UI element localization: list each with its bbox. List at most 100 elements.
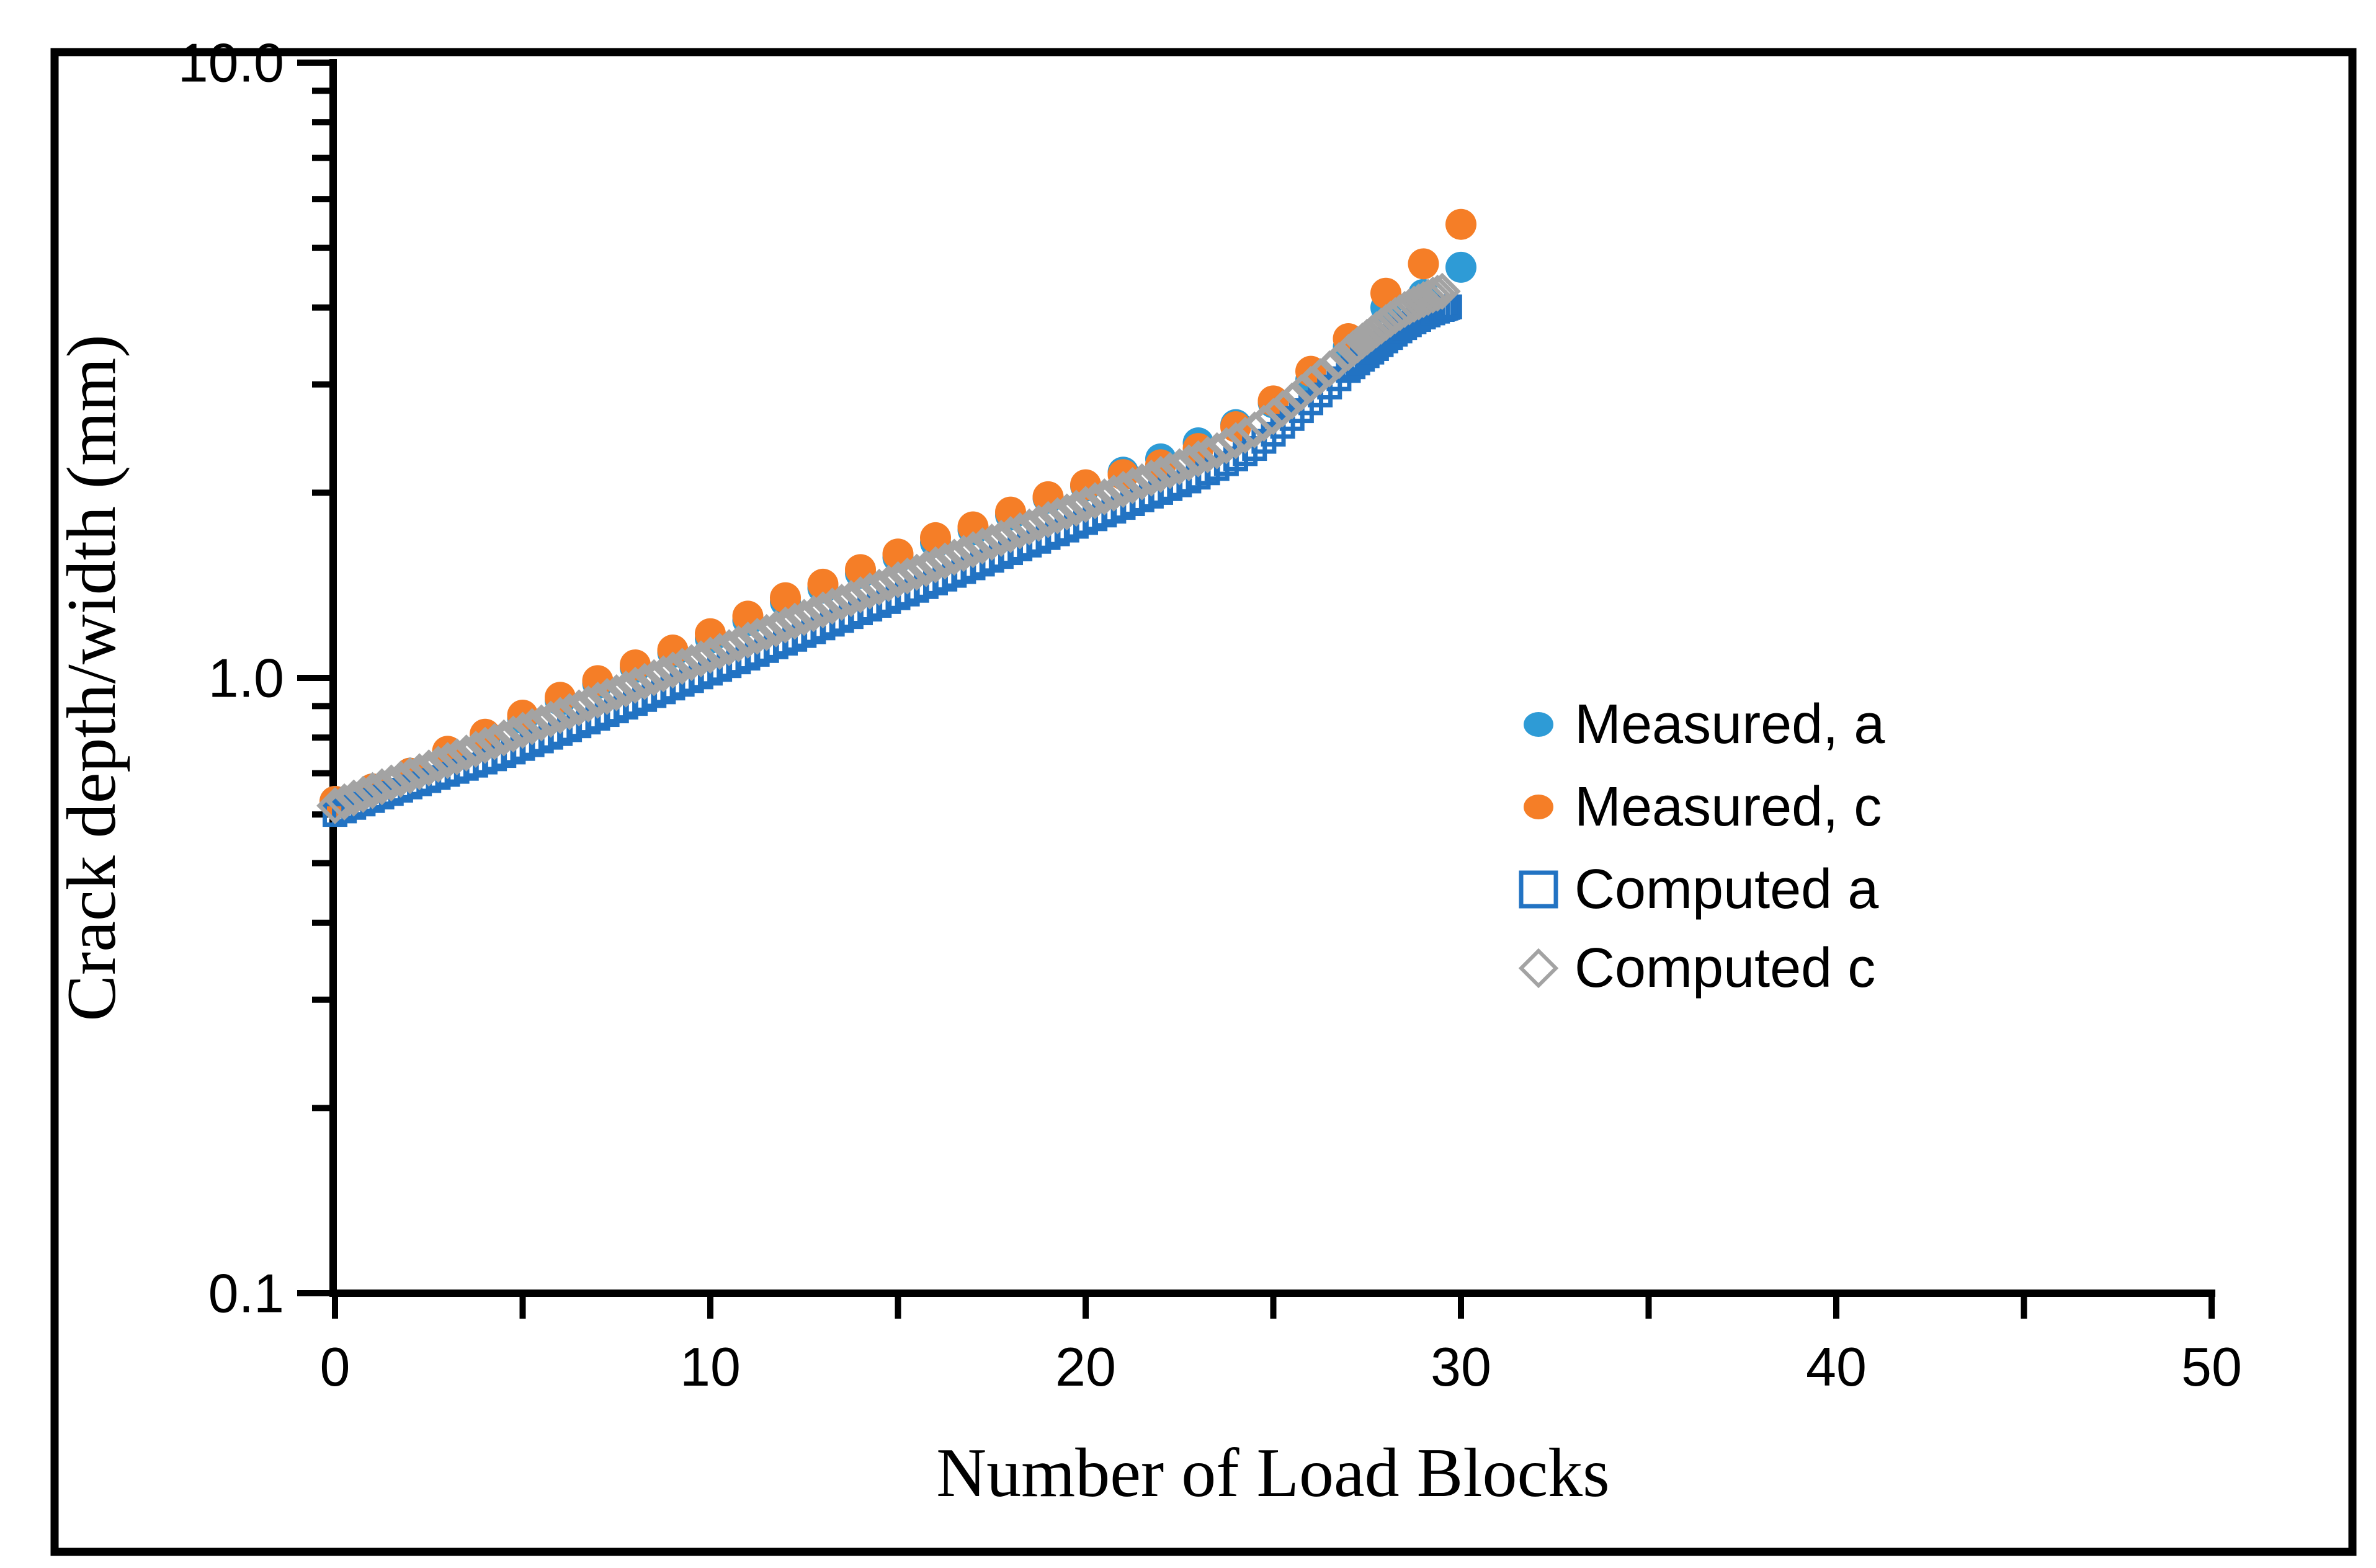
open-diamond-marker — [607, 670, 645, 708]
open-diamond-marker — [1001, 512, 1039, 550]
y-tick-label: 10.0 — [178, 32, 284, 94]
open-diamond-marker — [494, 715, 532, 753]
open-diamond-marker — [1282, 374, 1320, 411]
open-diamond-marker — [1104, 471, 1142, 508]
y-tick-label: 1.0 — [208, 648, 284, 709]
x-tick-label: 0 — [320, 1336, 351, 1397]
y-tick-label: 0.1 — [208, 1263, 284, 1324]
open-diamond-marker — [1170, 444, 1208, 482]
open-diamond-marker — [701, 633, 739, 670]
filled-circle-marker — [1408, 248, 1439, 280]
open-diamond-marker — [363, 768, 401, 806]
open-diamond-marker — [738, 618, 776, 655]
open-diamond-marker — [860, 568, 898, 606]
open-diamond-marker — [832, 580, 870, 617]
open-diamond-marker — [457, 730, 494, 768]
open-diamond-marker — [617, 666, 654, 704]
open-diamond-marker — [729, 621, 767, 659]
open-diamond-marker — [438, 738, 476, 776]
axis-ticks — [297, 60, 2215, 1319]
open-diamond-marker — [654, 651, 692, 689]
open-diamond-marker — [785, 599, 823, 636]
x-tick-label: 40 — [1806, 1336, 1867, 1397]
open-diamond-marker — [551, 693, 589, 731]
open-diamond-marker — [635, 659, 673, 697]
open-diamond-marker — [429, 742, 467, 780]
x-tick-label: 20 — [1055, 1336, 1116, 1397]
open-diamond-marker — [326, 783, 364, 821]
open-diamond-marker — [926, 542, 964, 580]
open-diamond-marker — [682, 640, 720, 678]
open-diamond-marker — [795, 595, 833, 633]
open-diamond-marker — [1320, 342, 1358, 380]
open-diamond-marker — [335, 779, 373, 817]
measured-a-circle-icon — [1524, 712, 1553, 737]
open-diamond-marker — [1029, 501, 1067, 538]
open-diamond-marker — [748, 613, 785, 651]
open-diamond-marker — [1132, 459, 1170, 497]
legend-label-computed-c: Computed c — [1574, 937, 1875, 999]
y-axis-title: Crack depth/width (mm) — [53, 334, 130, 1021]
open-diamond-marker — [663, 648, 701, 685]
open-diamond-marker — [410, 749, 448, 787]
open-diamond-marker — [1020, 504, 1058, 542]
open-diamond-marker — [954, 531, 992, 569]
legend-item-computed-c: Computed c — [1518, 937, 1875, 999]
open-diamond-marker — [1151, 452, 1189, 489]
open-diamond-marker — [1264, 390, 1302, 427]
open-diamond-marker — [1123, 463, 1161, 501]
open-diamond-marker — [569, 685, 607, 723]
open-diamond-marker — [467, 726, 504, 764]
open-diamond-marker — [776, 602, 814, 640]
x-tick-label: 30 — [1431, 1336, 1491, 1397]
open-diamond-marker — [888, 557, 926, 595]
computed-a-square-icon — [1519, 870, 1558, 909]
open-diamond-marker — [842, 576, 879, 613]
open-diamond-marker — [917, 546, 954, 584]
open-diamond-marker — [1095, 474, 1133, 512]
legend-item-measured-a: Measured, a — [1524, 693, 1885, 755]
open-diamond-marker — [692, 636, 729, 674]
open-diamond-marker — [870, 564, 908, 602]
open-diamond-marker — [936, 538, 973, 576]
legend-label-computed-a: Computed a — [1574, 858, 1879, 920]
open-diamond-marker — [823, 584, 860, 621]
data-series-layer — [316, 208, 1476, 827]
series-computed-c — [316, 272, 1461, 824]
open-diamond-marker — [476, 723, 514, 760]
computed-c-diamond-icon — [1518, 948, 1559, 989]
open-diamond-marker — [982, 520, 1020, 557]
open-diamond-marker — [579, 681, 617, 719]
open-diamond-marker — [813, 587, 851, 625]
open-diamond-marker — [401, 753, 439, 791]
axis-tick-labels: 0 10 20 30 40 50 0.1 1.0 10.0 — [178, 32, 2242, 1398]
open-diamond-marker — [710, 629, 748, 667]
x-axis-title: Number of Load Blocks — [936, 1435, 1610, 1512]
open-diamond-marker — [382, 760, 419, 798]
open-diamond-marker — [419, 746, 457, 783]
open-diamond-marker — [588, 677, 626, 715]
open-diamond-marker — [372, 764, 410, 802]
open-diamond-marker — [1161, 448, 1199, 486]
open-diamond-marker — [804, 591, 842, 629]
open-diamond-marker — [626, 662, 664, 700]
open-diamond-marker — [672, 644, 710, 682]
open-diamond-marker — [597, 674, 635, 711]
open-diamond-marker — [851, 572, 889, 610]
open-diamond-marker — [907, 550, 945, 587]
open-diamond-marker — [354, 772, 391, 809]
open-diamond-marker — [391, 757, 429, 795]
open-diamond-marker — [560, 689, 598, 727]
open-diamond-marker — [1302, 358, 1339, 396]
open-diamond-marker — [542, 697, 579, 734]
open-diamond-marker — [898, 553, 936, 591]
legend: Measured, a Measured, c Computed a Compu… — [1518, 693, 1885, 999]
filled-circle-marker — [1445, 251, 1476, 283]
open-diamond-marker — [1076, 482, 1114, 520]
open-diamond-marker — [963, 527, 1001, 565]
open-diamond-marker — [1179, 440, 1217, 478]
open-diamond-marker — [1189, 436, 1226, 474]
open-diamond-marker — [757, 610, 795, 648]
